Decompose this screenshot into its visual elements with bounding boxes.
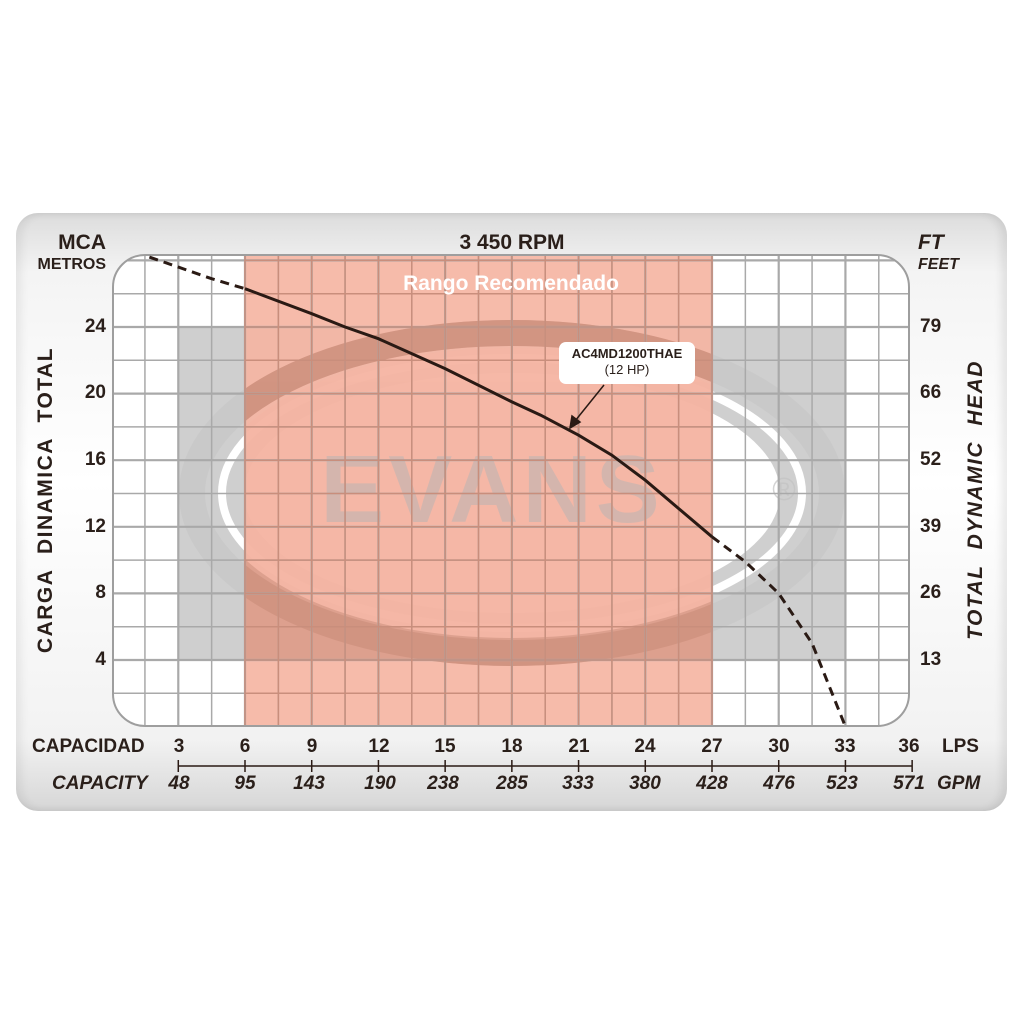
left-unit-metros: METROS (37, 256, 106, 273)
x-tick-lps: 15 (434, 736, 456, 757)
x-tick-lps: 36 (898, 736, 920, 757)
right-axis-title: TOTAL DYNAMIC HEAD (964, 360, 987, 640)
title: 3 450 RPM (459, 231, 565, 254)
y-tick-right: 26 (920, 582, 942, 603)
left-axis-title: CARGA DINAMICA TOTAL (34, 346, 57, 654)
x-tick-gpm: 190 (364, 773, 396, 794)
watermark-text: EVANS (320, 436, 664, 543)
x-tick-gpm: 571 (893, 773, 925, 794)
y-tick-right: 66 (920, 382, 942, 403)
model-callout: AC4MD1200THAE (12 HP) (559, 342, 695, 384)
y-tick-right: 13 (920, 649, 942, 670)
x-title-capacity: CAPACITY (52, 773, 148, 794)
x-tick-gpm: 238 (427, 773, 459, 794)
x-tick-gpm: 523 (826, 773, 858, 794)
y-tick-left: 4 (95, 649, 106, 670)
x-tick-gpm: 285 (496, 773, 528, 794)
x-unit-lps: LPS (942, 736, 979, 757)
y-tick-left: 24 (84, 316, 106, 337)
x-tick-gpm: 476 (763, 773, 795, 794)
x-tick-lps: 30 (768, 736, 790, 757)
pump-curve (148, 255, 847, 728)
x-tick-lps: 6 (239, 736, 251, 757)
y-tick-right: 39 (920, 516, 942, 537)
x-tick-lps: 27 (701, 736, 723, 757)
left-unit-mca: MCA (58, 231, 106, 254)
x-tick-lps: 18 (501, 736, 523, 757)
x-tick-gpm: 333 (562, 773, 594, 794)
y-tick-left: 12 (84, 516, 106, 537)
x-tick-lps: 33 (834, 736, 856, 757)
recommended-range-label: Rango Recomendado (403, 272, 619, 295)
curve-segment (148, 255, 246, 291)
y-tick-right: 79 (920, 316, 942, 337)
x-tick-lps: 24 (634, 736, 656, 757)
x-tick-gpm: 95 (234, 773, 256, 794)
right-unit-feet: FEET (918, 256, 959, 273)
x-tick-lps: 3 (173, 736, 185, 757)
x-tick-gpm: 380 (629, 773, 661, 794)
x-tick-gpm: 428 (696, 773, 728, 794)
model-power: (12 HP) (604, 362, 650, 377)
svg-text:®: ® (772, 471, 796, 507)
x-axis-ruler (177, 760, 913, 772)
x-unit-gpm: GPM (937, 773, 981, 794)
curve-segment (244, 287, 713, 538)
y-tick-left: 20 (84, 382, 106, 403)
y-tick-left: 16 (84, 449, 106, 470)
x-tick-lps: 9 (306, 736, 318, 757)
x-tick-gpm: 143 (293, 773, 325, 794)
annotation-arrow (568, 384, 605, 430)
grid (113, 255, 909, 726)
x-tick-gpm: 48 (168, 773, 190, 794)
model-name: AC4MD1200THAE (571, 346, 683, 361)
x-title-capacidad: CAPACIDAD (32, 736, 145, 757)
right-unit-ft: FT (918, 231, 944, 254)
x-tick-lps: 12 (368, 736, 390, 757)
y-tick-right: 52 (920, 449, 942, 470)
y-tick-left: 8 (95, 582, 106, 603)
x-tick-lps: 21 (568, 736, 590, 757)
